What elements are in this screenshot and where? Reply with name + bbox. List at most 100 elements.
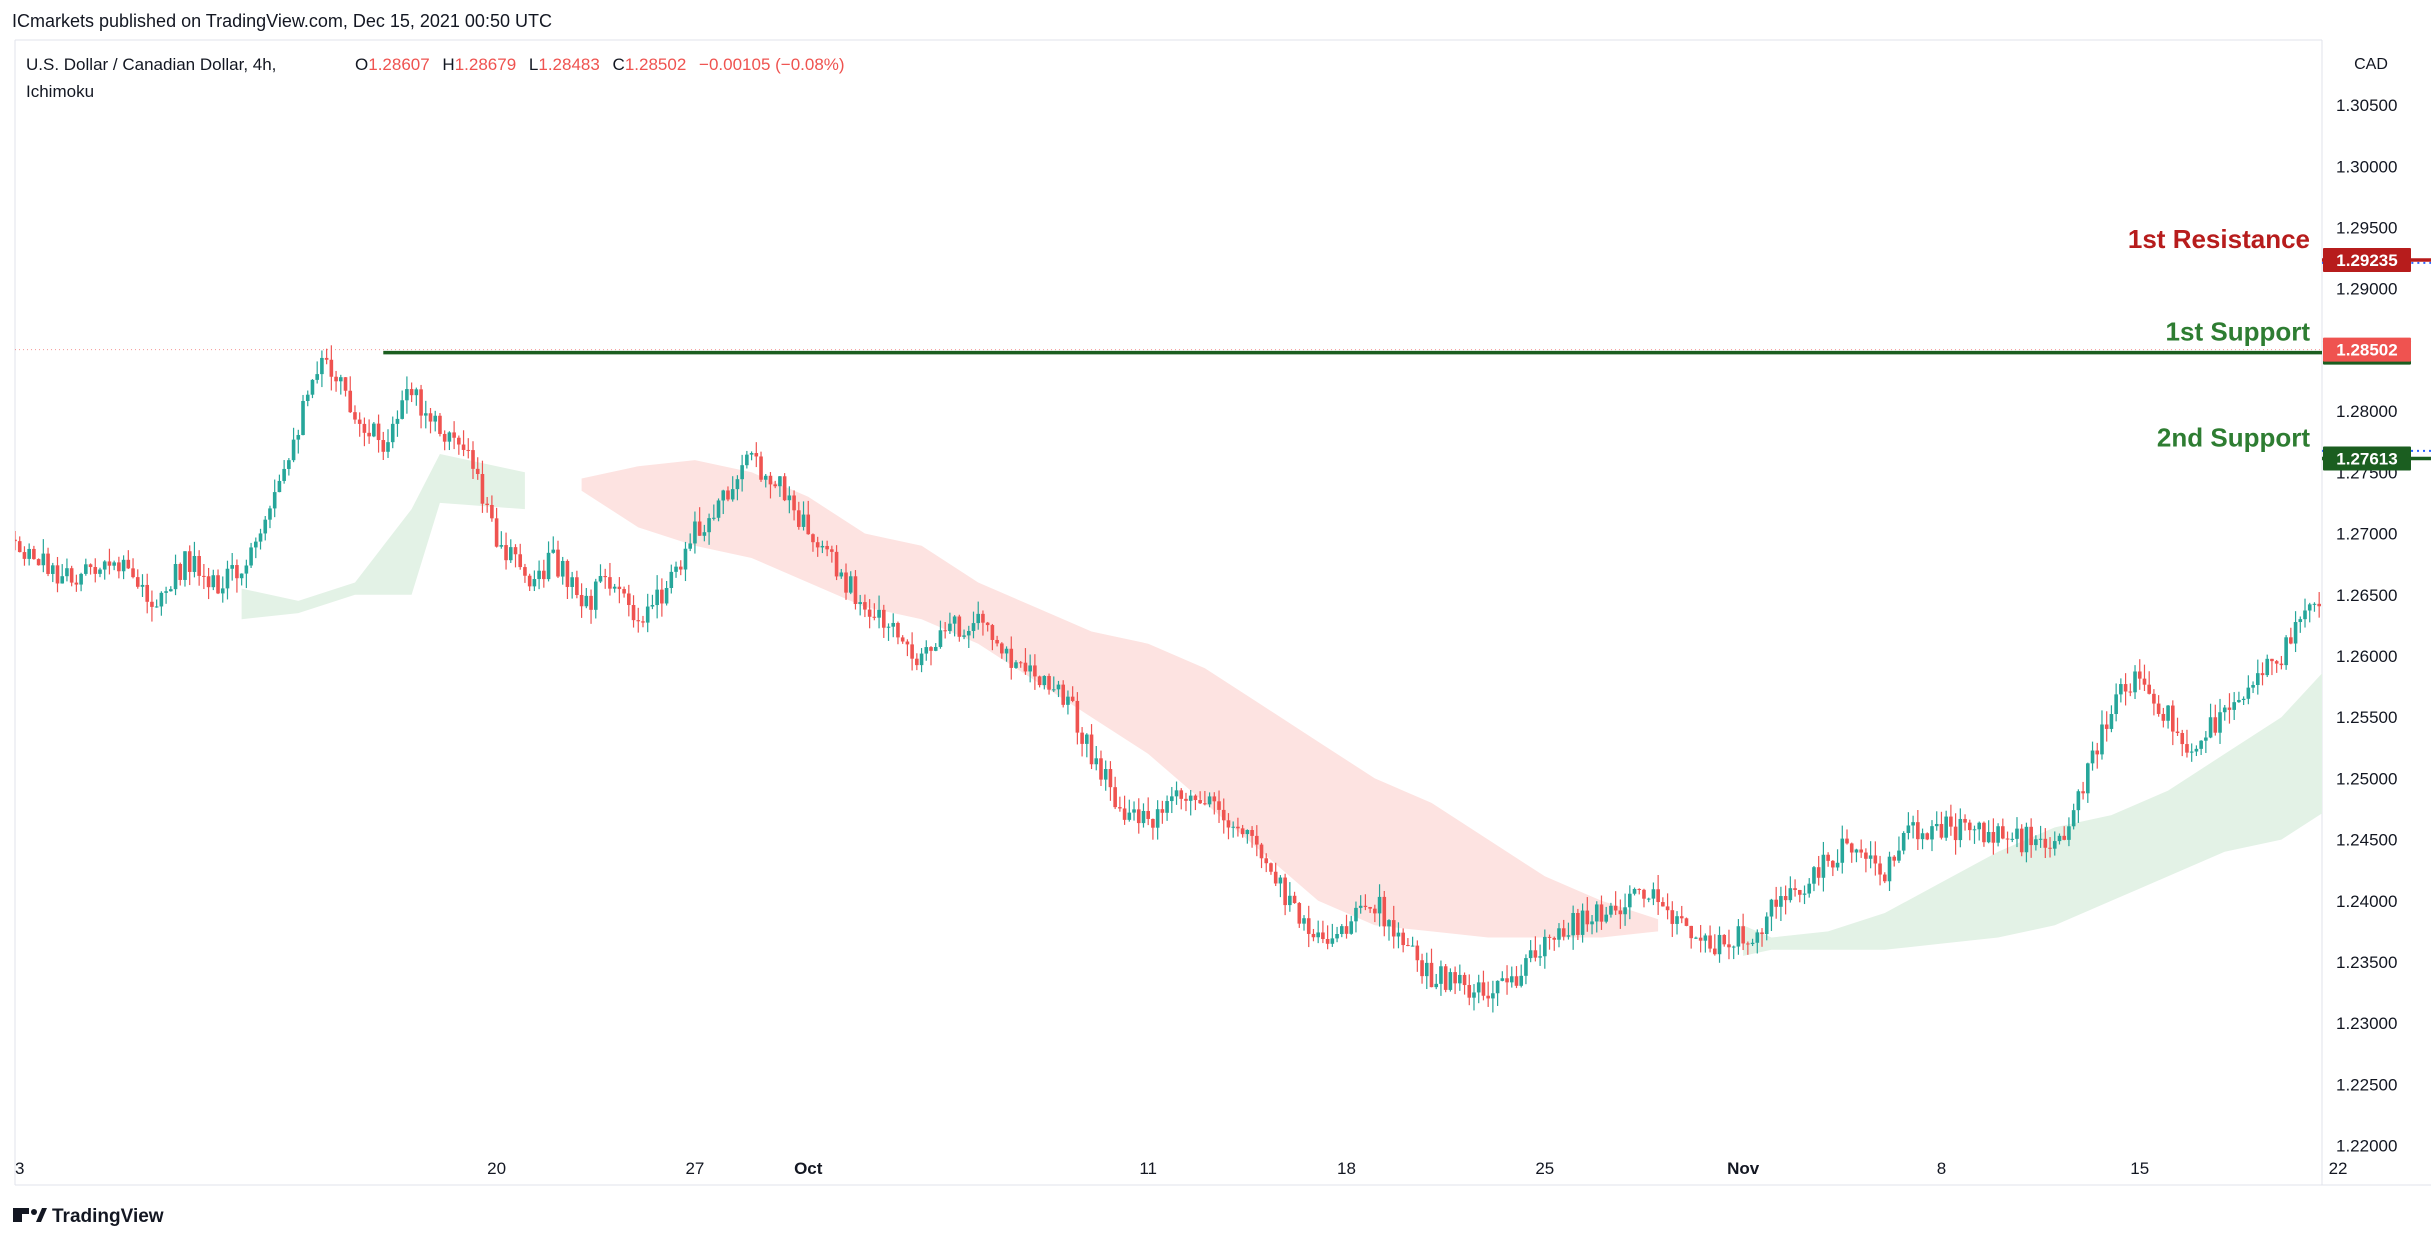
candle[interactable] <box>447 431 452 451</box>
candle[interactable] <box>995 635 999 647</box>
candle[interactable] <box>164 586 168 604</box>
candle[interactable] <box>1424 952 1429 990</box>
candle[interactable] <box>1779 886 1783 922</box>
candle[interactable] <box>338 374 343 395</box>
candle[interactable] <box>2246 675 2251 705</box>
candle[interactable] <box>523 563 527 583</box>
candle[interactable] <box>1708 925 1712 953</box>
candle[interactable] <box>2194 745 2199 757</box>
candle[interactable] <box>69 565 74 587</box>
candle[interactable] <box>2147 671 2151 695</box>
candle[interactable] <box>1576 908 1580 941</box>
candle[interactable] <box>197 550 201 586</box>
candle[interactable] <box>2255 659 2260 695</box>
candle[interactable] <box>1901 831 1906 855</box>
candle[interactable] <box>1486 981 1490 1007</box>
candle[interactable] <box>480 460 485 513</box>
candle[interactable] <box>1453 966 1457 995</box>
candle[interactable] <box>1377 884 1382 927</box>
candle[interactable] <box>225 560 230 600</box>
candle[interactable] <box>1868 841 1873 869</box>
candle[interactable] <box>1628 885 1632 920</box>
candle[interactable] <box>518 543 523 570</box>
candle[interactable] <box>1590 914 1594 935</box>
candle[interactable] <box>1160 800 1165 824</box>
candle[interactable] <box>315 361 319 384</box>
candle[interactable] <box>1033 654 1037 690</box>
candle[interactable] <box>853 570 858 610</box>
candle[interactable] <box>438 413 442 437</box>
candle[interactable] <box>1675 911 1679 935</box>
candle[interactable] <box>1401 928 1405 953</box>
candle[interactable] <box>584 587 589 609</box>
candle[interactable] <box>2312 602 2317 612</box>
candle[interactable] <box>1864 848 1868 873</box>
candle[interactable] <box>1373 904 1377 923</box>
candle[interactable] <box>112 560 116 571</box>
candle[interactable] <box>499 531 504 549</box>
candle[interactable] <box>678 560 683 576</box>
candle[interactable] <box>2086 762 2090 803</box>
candle[interactable] <box>485 497 489 513</box>
candle[interactable] <box>126 550 131 569</box>
candle[interactable] <box>1722 934 1727 947</box>
candle[interactable] <box>504 532 508 570</box>
candle[interactable] <box>1217 790 1221 823</box>
candle[interactable] <box>1835 849 1840 871</box>
candle[interactable] <box>135 569 140 589</box>
candle[interactable] <box>848 571 853 595</box>
candle[interactable] <box>79 572 83 592</box>
candle[interactable] <box>608 562 612 596</box>
candle[interactable] <box>1075 692 1080 745</box>
candle[interactable] <box>664 580 669 606</box>
candle[interactable] <box>2208 703 2213 739</box>
candle[interactable] <box>1746 941 1750 955</box>
candle[interactable] <box>1514 966 1519 989</box>
candle[interactable] <box>1916 810 1920 851</box>
candle[interactable] <box>1042 675 1047 690</box>
candle[interactable] <box>948 612 952 634</box>
candle[interactable] <box>2189 743 2194 762</box>
candle[interactable] <box>1802 885 1807 905</box>
candle[interactable] <box>1816 855 1821 886</box>
candle[interactable] <box>1845 829 1849 845</box>
candle[interactable] <box>542 559 546 588</box>
candle[interactable] <box>627 584 631 617</box>
candle[interactable] <box>1330 923 1335 947</box>
candle[interactable] <box>2175 717 2180 736</box>
candle[interactable] <box>84 558 88 576</box>
candle[interactable] <box>2109 705 2114 733</box>
candle[interactable] <box>1939 811 1944 840</box>
candle[interactable] <box>1462 972 1467 995</box>
candle[interactable] <box>121 555 126 580</box>
candle[interactable] <box>1996 823 2000 847</box>
candle[interactable] <box>796 501 801 530</box>
candle[interactable] <box>1934 811 1939 831</box>
candle[interactable] <box>1519 964 1524 988</box>
candle[interactable] <box>650 594 655 610</box>
candle[interactable] <box>145 573 150 614</box>
candle[interactable] <box>2048 837 2052 858</box>
candle[interactable] <box>2005 831 2010 854</box>
candle[interactable] <box>409 382 414 403</box>
candle[interactable] <box>508 539 513 563</box>
candle[interactable] <box>513 544 518 568</box>
candle[interactable] <box>1188 790 1193 816</box>
candle[interactable] <box>1854 848 1859 863</box>
candle[interactable] <box>645 593 650 633</box>
candle[interactable] <box>1363 894 1368 911</box>
candle[interactable] <box>1240 824 1245 838</box>
candle[interactable] <box>858 594 862 616</box>
candle[interactable] <box>1051 676 1056 693</box>
candle[interactable] <box>466 438 471 459</box>
candle[interactable] <box>1207 792 1212 808</box>
candle[interactable] <box>150 590 154 622</box>
candle[interactable] <box>2128 683 2133 697</box>
candle[interactable] <box>1528 940 1533 963</box>
candle[interactable] <box>617 577 622 604</box>
candle[interactable] <box>740 454 744 492</box>
candle[interactable] <box>216 569 220 595</box>
candle[interactable] <box>1273 862 1278 887</box>
candle[interactable] <box>896 621 900 645</box>
candle[interactable] <box>419 384 423 429</box>
